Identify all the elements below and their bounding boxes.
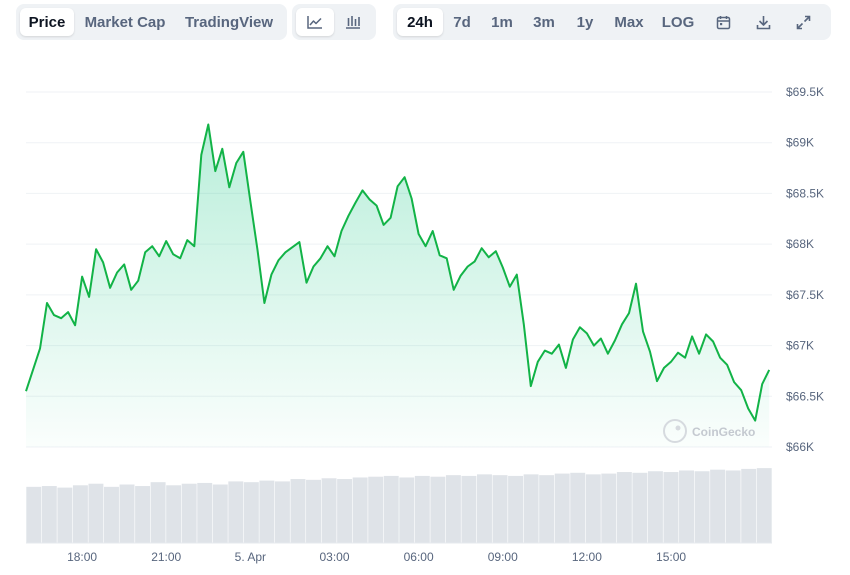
- tab-price[interactable]: Price: [20, 8, 74, 36]
- log-toggle[interactable]: LOG: [661, 13, 695, 31]
- volume-bar: [601, 473, 617, 543]
- volume-bar: [710, 469, 726, 543]
- candlestick-chart-icon: [346, 16, 360, 29]
- calendar-icon: [716, 15, 730, 29]
- volume-bar: [259, 480, 275, 543]
- x-tick-label: 12:00: [572, 550, 602, 564]
- volume-bar: [150, 482, 166, 543]
- volume-bar: [414, 475, 430, 543]
- volume-bar: [492, 475, 508, 543]
- range-group: 24h 7d 1m 3m 1y Max LOG: [393, 4, 831, 40]
- volume-bar: [135, 486, 151, 543]
- volume-bar: [290, 479, 306, 543]
- chart-type-group: [292, 4, 376, 40]
- tab-tradingview[interactable]: TradingView: [184, 13, 274, 31]
- volume-bars: [26, 468, 772, 543]
- y-tick-label: $66.5K: [786, 389, 824, 403]
- volume-bar: [647, 471, 663, 543]
- x-tick-label: 06:00: [404, 550, 434, 564]
- volume-bar: [477, 474, 492, 543]
- range-1y[interactable]: 1y: [576, 13, 594, 31]
- y-tick-label: $67K: [786, 339, 814, 353]
- y-tick-label: $68K: [786, 237, 814, 251]
- range-7d[interactable]: 7d: [453, 13, 471, 31]
- x-tick-label: 03:00: [319, 550, 349, 564]
- volume-bar: [585, 474, 601, 543]
- x-axis: 18:00 21:00 5. Apr 03:00 06:00 09:00 12:00 15:0…: [26, 542, 772, 564]
- volume-bar: [197, 482, 213, 543]
- expand-icon: [796, 15, 810, 29]
- volume-bar: [368, 476, 384, 543]
- volume-bar: [741, 468, 757, 543]
- y-tick-label: $66K: [786, 440, 814, 454]
- range-max[interactable]: Max: [614, 13, 644, 31]
- volume-bar: [383, 475, 399, 543]
- expand-button[interactable]: [783, 8, 823, 36]
- y-tick-label: $67.5K: [786, 288, 824, 302]
- volume-bar: [57, 487, 73, 543]
- price-area: [25, 123, 771, 447]
- x-tick-label: 21:00: [151, 550, 181, 564]
- x-tick-label: 5. Apr: [235, 550, 266, 564]
- volume-bar: [554, 473, 570, 543]
- volume-bar: [321, 478, 337, 543]
- x-tick-label: 09:00: [488, 550, 518, 564]
- volume-bar: [679, 470, 694, 543]
- volume-bar: [306, 479, 321, 543]
- volume-bar: [26, 486, 42, 543]
- volume-bar: [352, 477, 368, 543]
- volume-bar: [694, 471, 710, 543]
- volume-bar: [399, 477, 415, 543]
- range-1m[interactable]: 1m: [491, 13, 513, 31]
- price-line: [25, 123, 771, 422]
- candlestick-chart-button[interactable]: [334, 8, 372, 36]
- chart-toolbar: Price Market Cap TradingView 24h 7d 1m 3…: [0, 4, 850, 40]
- volume-bar: [445, 475, 461, 543]
- volume-bar: [166, 485, 182, 543]
- volume-bar: [228, 481, 244, 543]
- y-tick-label: $68.5K: [786, 186, 824, 200]
- x-tick-label: 18:00: [67, 550, 97, 564]
- line-chart-icon: [307, 16, 322, 29]
- volume-bar: [508, 475, 524, 543]
- volume-bar: [632, 472, 648, 543]
- volume-bar: [104, 486, 119, 543]
- data-tab-group: Price Market Cap TradingView: [16, 4, 287, 40]
- line-chart-button[interactable]: [296, 8, 334, 36]
- volume-bar: [523, 474, 539, 543]
- range-3m[interactable]: 3m: [533, 13, 555, 31]
- watermark-text: CoinGecko: [692, 425, 755, 439]
- volume-bar: [461, 475, 477, 543]
- range-24h[interactable]: 24h: [397, 8, 443, 36]
- volume-bar: [72, 485, 88, 543]
- price-area-fill: [26, 124, 770, 447]
- download-button[interactable]: [743, 8, 783, 36]
- volume-bar: [430, 476, 446, 543]
- volume-bar: [725, 470, 741, 543]
- volume-bar: [181, 483, 197, 543]
- volume-bar: [88, 483, 104, 543]
- volume-bar: [616, 472, 632, 543]
- y-tick-label: $69K: [786, 136, 814, 150]
- y-tick-label: $69.5K: [786, 85, 824, 99]
- calendar-button[interactable]: [703, 8, 743, 36]
- volume-bar: [243, 482, 259, 543]
- volume-bar: [274, 481, 290, 543]
- download-icon: [756, 15, 770, 29]
- volume-bar: [41, 486, 57, 543]
- tab-market-cap[interactable]: Market Cap: [84, 13, 166, 31]
- y-axis: $66K $66.5K $67K $67.5K $68K $68.5K $69K $69.5K: [786, 85, 824, 454]
- volume-bar: [539, 475, 555, 543]
- volume-bar: [663, 472, 679, 543]
- x-tick-label: 15:00: [656, 550, 686, 564]
- volume-bar: [756, 468, 772, 543]
- volume-bar: [337, 479, 353, 543]
- volume-bar: [119, 484, 135, 543]
- coingecko-watermark: CoinGecko: [663, 419, 755, 443]
- volume-bar: [570, 472, 586, 543]
- volume-bar: [212, 484, 228, 543]
